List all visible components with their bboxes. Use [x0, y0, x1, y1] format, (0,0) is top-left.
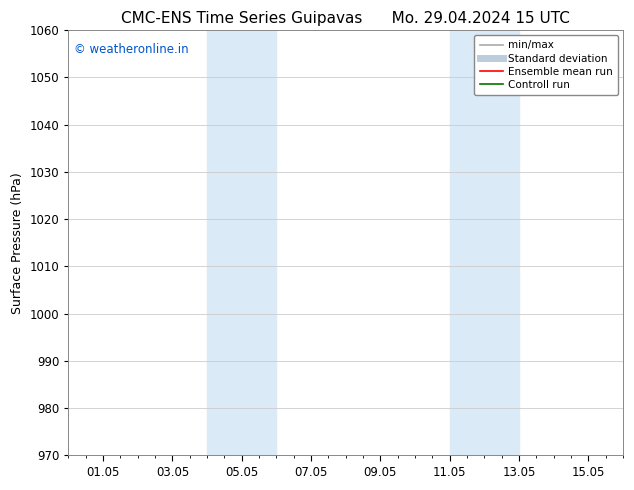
Bar: [450, 30, 519, 456]
Bar: [207, 30, 276, 456]
Title: CMC-ENS Time Series Guipavas      Mo. 29.04.2024 15 UTC: CMC-ENS Time Series Guipavas Mo. 29.04.2…: [121, 11, 570, 26]
Text: © weatheronline.in: © weatheronline.in: [74, 43, 188, 56]
Legend: min/max, Standard deviation, Ensemble mean run, Controll run: min/max, Standard deviation, Ensemble me…: [474, 35, 618, 95]
Y-axis label: Surface Pressure (hPa): Surface Pressure (hPa): [11, 172, 24, 314]
